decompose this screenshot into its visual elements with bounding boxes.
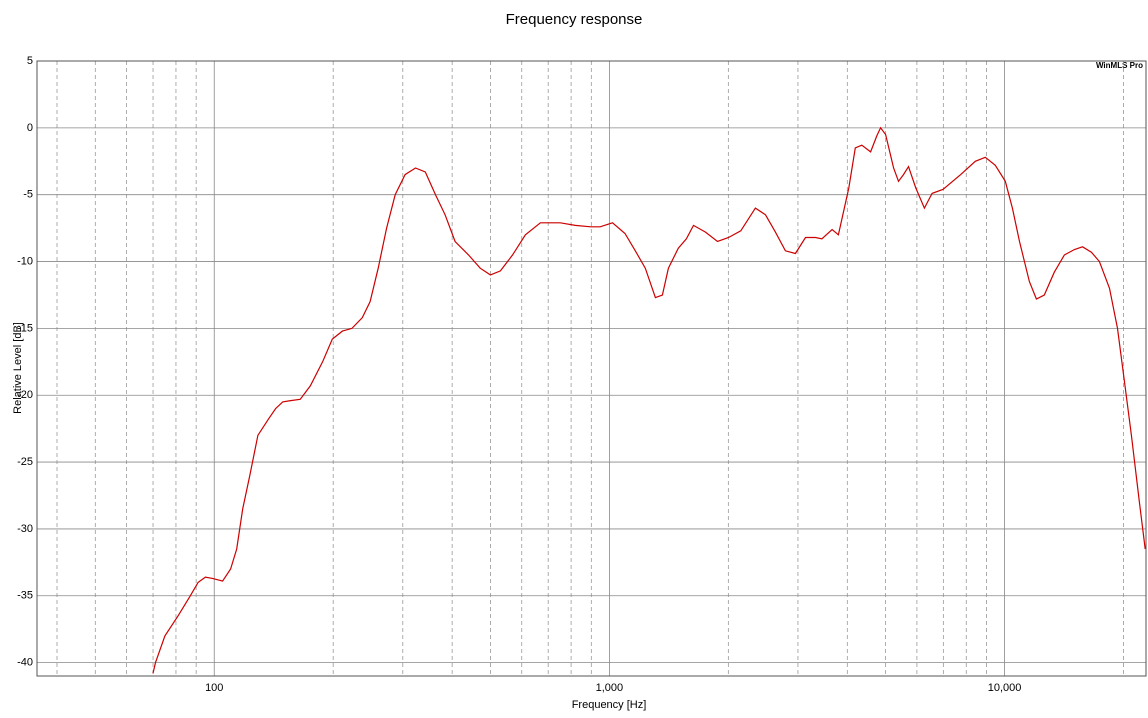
y-tick-label: -5: [23, 189, 33, 201]
y-tick-label: -35: [17, 590, 33, 602]
y-tick-label: -30: [17, 523, 33, 535]
x-axis-label: Frequency [Hz]: [572, 699, 647, 711]
y-tick-label: -20: [17, 389, 33, 401]
y-tick-label: -15: [17, 322, 33, 334]
chart-title: Frequency response: [506, 11, 643, 28]
x-tick-label: 10,000: [988, 682, 1022, 694]
y-tick-label: -10: [17, 255, 33, 267]
annotation: WinMLS Pro: [1096, 61, 1143, 70]
y-tick-label: 0: [27, 122, 33, 134]
plot-border: [36, 60, 1147, 677]
y-tick-label: 5: [27, 55, 33, 67]
y-axis-label: Relative Level [dB]: [12, 322, 24, 414]
y-tick-label: -25: [17, 456, 33, 468]
y-tick-label: -40: [17, 657, 33, 669]
x-tick-label: 1,000: [596, 682, 624, 694]
x-tick-label: 100: [205, 682, 223, 694]
response-line: [152, 126, 1146, 674]
